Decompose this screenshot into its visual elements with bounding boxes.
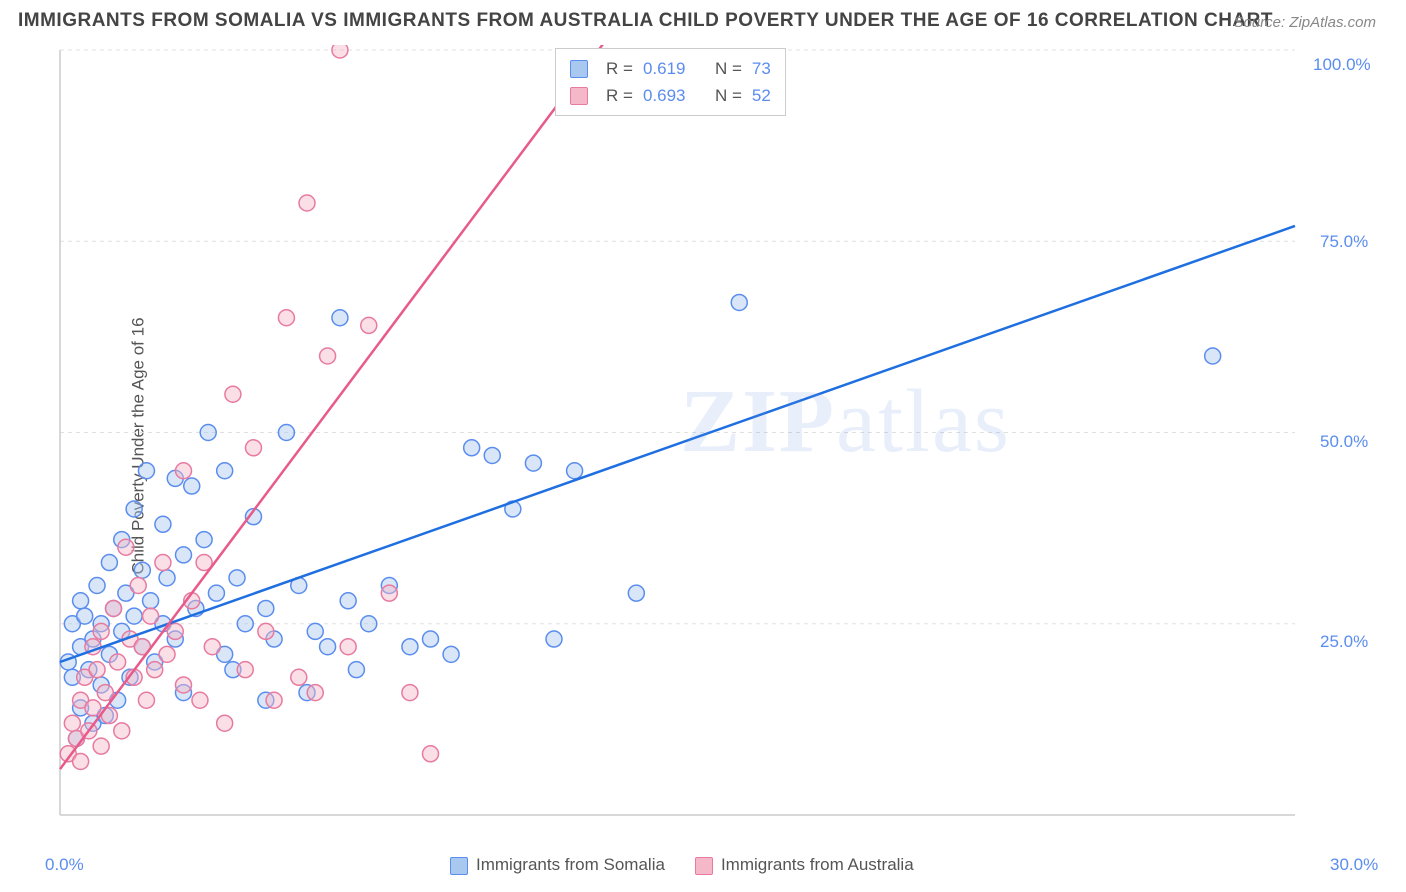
bottom-legend: Immigrants from Somalia Immigrants from … bbox=[450, 855, 914, 875]
x-tick-1: 30.0% bbox=[1330, 855, 1378, 875]
r-value-australia: 0.693 bbox=[643, 82, 686, 109]
legend-item-somalia: Immigrants from Somalia bbox=[450, 855, 665, 875]
r-label: R = bbox=[606, 55, 633, 82]
legend-item-australia: Immigrants from Australia bbox=[695, 855, 914, 875]
y-tick-75: 75.0% bbox=[1320, 232, 1368, 252]
x-tick-0: 0.0% bbox=[45, 855, 84, 875]
y-tick-50: 50.0% bbox=[1320, 432, 1368, 452]
legend-label-australia: Immigrants from Australia bbox=[721, 855, 914, 874]
correlation-legend: R = 0.619 N = 73 R = 0.693 N = 52 bbox=[555, 48, 786, 116]
y-tick-100: 100.0% bbox=[1313, 55, 1371, 75]
n-value-australia: 52 bbox=[752, 82, 771, 109]
n-value-somalia: 73 bbox=[752, 55, 771, 82]
swatch-somalia-icon bbox=[570, 60, 588, 78]
swatch-australia-icon bbox=[570, 87, 588, 105]
n-label: N = bbox=[715, 55, 742, 82]
y-tick-25: 25.0% bbox=[1320, 632, 1368, 652]
r-value-somalia: 0.619 bbox=[643, 55, 686, 82]
chart-title: IMMIGRANTS FROM SOMALIA VS IMMIGRANTS FR… bbox=[18, 10, 1273, 32]
swatch-somalia bbox=[450, 857, 468, 875]
scatter-plot bbox=[55, 45, 1375, 845]
n-label: N = bbox=[715, 82, 742, 109]
corr-row-somalia: R = 0.619 N = 73 bbox=[570, 55, 771, 82]
source-attribution: Source: ZipAtlas.com bbox=[1233, 14, 1376, 31]
swatch-australia bbox=[695, 857, 713, 875]
legend-label-somalia: Immigrants from Somalia bbox=[476, 855, 665, 874]
r-label: R = bbox=[606, 82, 633, 109]
corr-row-australia: R = 0.693 N = 52 bbox=[570, 82, 771, 109]
